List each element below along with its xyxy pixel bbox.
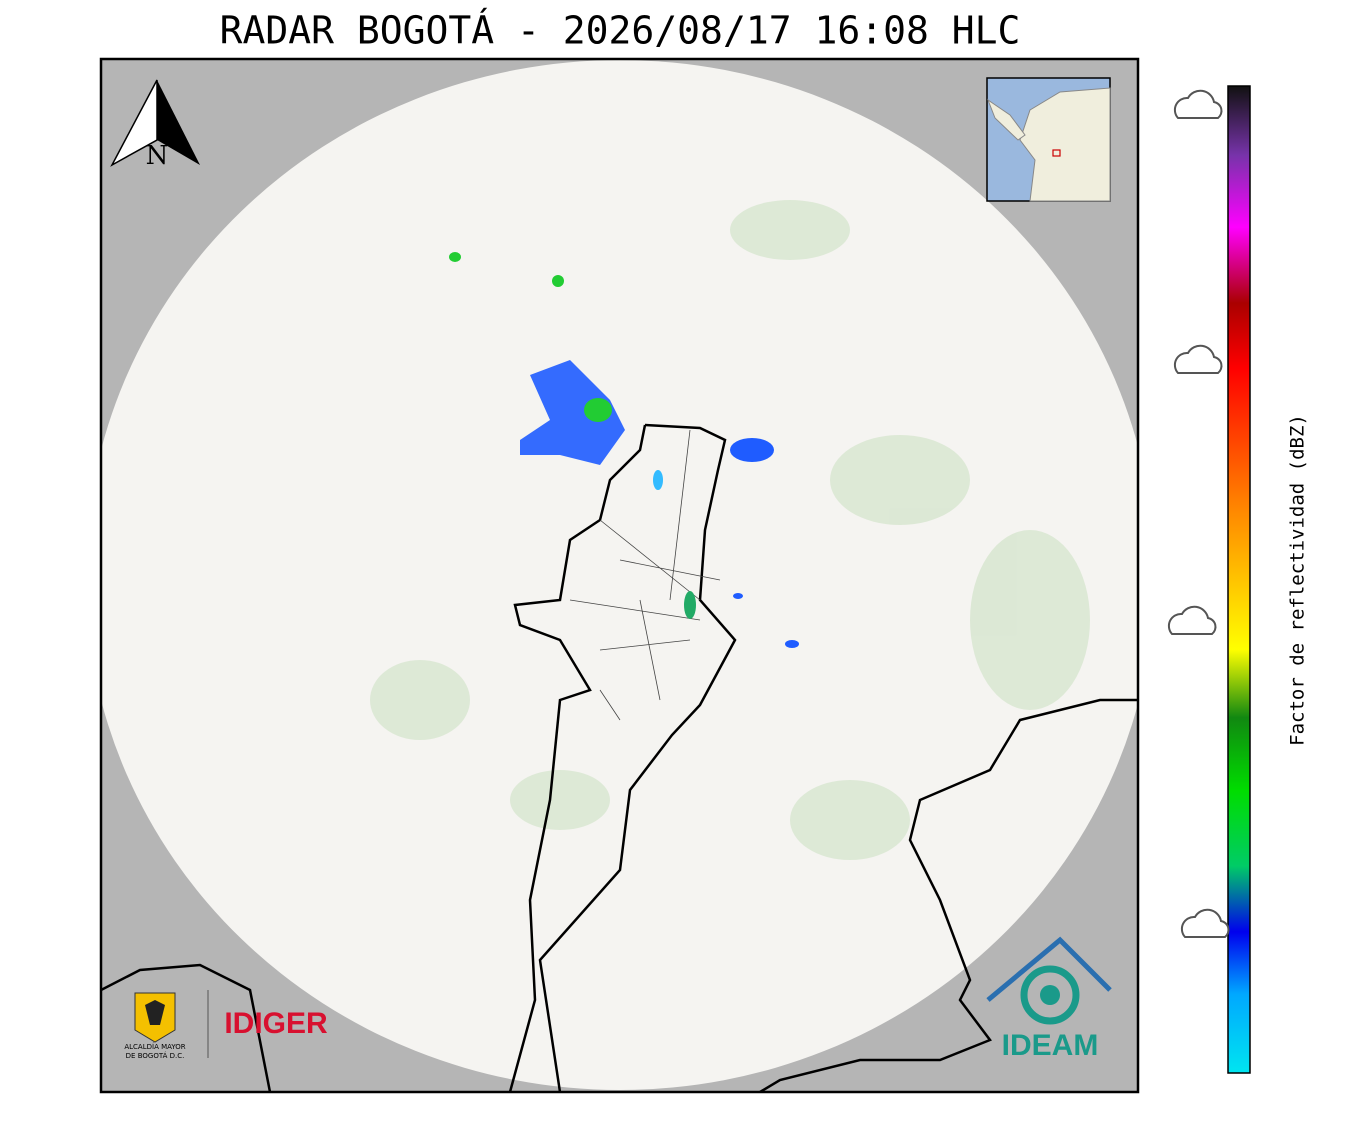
north-arrow: N (110, 79, 200, 171)
map-area (101, 59, 1138, 1092)
localities (569, 429, 721, 721)
north-label: N (146, 141, 169, 171)
inset-map (986, 77, 1111, 202)
colorbar: Factor de reflectividad (dBZ) (1227, 85, 1309, 1074)
boundaries (101, 423, 1138, 1092)
alcaldia-line-1: ALCALDÍA MAYOR (124, 1042, 185, 1051)
vegetation (370, 200, 1090, 860)
alcaldia-logo: ALCALDÍA MAYOR DE BOGOTÁ D.C. IDIGER (124, 990, 328, 1060)
ideam-logo: IDEAM (986, 936, 1112, 1062)
ideam-label: IDEAM (1002, 1029, 1099, 1062)
map-frame (99, 57, 1140, 1094)
title: RADAR BOGOTÁ - 2026/08/17 16:08 HLC (220, 9, 1021, 53)
alcaldia-line-2: DE BOGOTÁ D.C. (126, 1051, 185, 1060)
colorbar-ramp (1227, 85, 1251, 1074)
radar-echoes (449, 252, 799, 648)
weather-icons (1167, 89, 1230, 938)
idiger-logo: IDIGER (224, 1007, 328, 1040)
colorbar-label: Factor de reflectividad (dBZ) (1287, 414, 1309, 746)
